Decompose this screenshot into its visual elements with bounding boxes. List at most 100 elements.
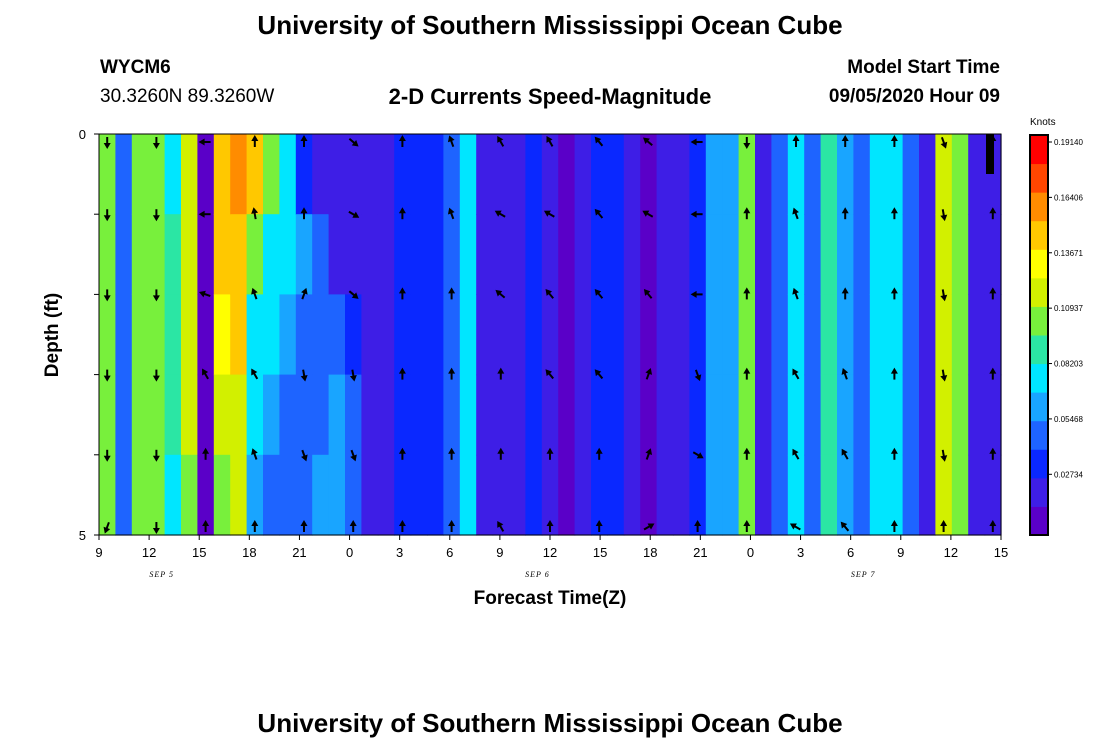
current-arrow <box>152 137 160 149</box>
current-arrow <box>350 449 357 462</box>
x-tick-label: 12 <box>142 545 156 560</box>
heatmap-cell <box>558 294 576 376</box>
current-arrow <box>841 448 849 460</box>
heatmap-cell <box>541 134 559 215</box>
heatmap-cell <box>246 134 264 215</box>
colorbar-segment <box>1030 420 1048 450</box>
heatmap-cell <box>492 134 510 215</box>
heatmap-cell <box>656 294 674 376</box>
heatmap-cell <box>345 294 362 376</box>
heatmap-cell <box>115 374 133 456</box>
heatmap-cell <box>886 374 904 456</box>
heatmap-cell <box>115 454 133 536</box>
current-arrow <box>989 447 997 460</box>
x-tick-label: 3 <box>396 545 403 560</box>
x-tick-label: 15 <box>593 545 607 560</box>
current-arrow <box>940 136 948 149</box>
heatmap-cell <box>197 294 215 376</box>
current-arrow <box>301 449 308 462</box>
heatmap-cell <box>246 294 264 376</box>
heatmap-cell <box>853 294 871 376</box>
heatmap-cell <box>509 374 526 456</box>
heatmap-cell <box>705 214 723 295</box>
current-arrow <box>989 207 997 220</box>
current-arrow <box>546 135 554 147</box>
station-coordinates: 30.3260N 89.3260W <box>100 86 275 107</box>
heatmap-cell <box>99 214 116 295</box>
heatmap-cell <box>131 374 149 456</box>
date-label: SEP 5 <box>149 570 174 579</box>
current-arrow <box>251 135 259 147</box>
current-arrow <box>940 520 948 532</box>
colorbar-segment <box>1030 277 1048 307</box>
heatmap-cell <box>673 294 690 376</box>
heatmap-cell <box>902 294 920 376</box>
heatmap-cell <box>853 374 871 456</box>
heatmap-cell <box>935 294 953 376</box>
missing-data-mark <box>986 134 994 174</box>
heatmap-cell <box>951 374 969 456</box>
colorbar-tick-label: 0.05468 <box>1054 415 1083 424</box>
heatmap-cell <box>902 374 920 456</box>
current-arrow <box>300 207 308 220</box>
current-arrow <box>792 368 800 380</box>
heatmap-cell <box>787 374 805 456</box>
heatmap-cell <box>377 214 395 295</box>
heatmap-cell <box>377 294 395 376</box>
heatmap-cell <box>722 214 740 295</box>
heatmap-cell <box>492 374 510 456</box>
current-arrow <box>300 135 308 147</box>
heatmap-cell <box>935 214 953 295</box>
heatmap-cell <box>115 214 133 295</box>
current-arrow <box>448 520 456 532</box>
x-tick-label: 3 <box>797 545 804 560</box>
heatmap-cell <box>131 294 149 376</box>
colorbar-segment <box>1030 392 1048 422</box>
heatmap-cell <box>459 454 477 536</box>
x-tick-label: 6 <box>847 545 854 560</box>
heatmap-cell <box>459 374 477 456</box>
colorbar-segment <box>1030 449 1048 479</box>
heatmap-cell <box>886 454 904 536</box>
current-arrow <box>448 367 456 380</box>
heatmap-cell <box>164 294 182 376</box>
heatmap-cell <box>820 214 838 295</box>
current-arrow <box>743 137 751 149</box>
heatmap-cell <box>837 374 854 456</box>
current-arrow <box>545 289 554 299</box>
heatmap-cell <box>689 454 707 536</box>
x-tick-label: 15 <box>192 545 206 560</box>
heatmap-cell <box>558 454 576 536</box>
current-arrow <box>940 369 948 382</box>
heatmap-cell <box>607 294 625 376</box>
date-label: SEP 7 <box>851 570 876 579</box>
current-arrow <box>840 521 850 532</box>
current-arrow <box>497 135 505 147</box>
heatmap-cell <box>574 214 592 295</box>
current-arrow <box>594 289 604 299</box>
date-label: SEP 6 <box>525 570 550 579</box>
heatmap-cell <box>968 214 986 295</box>
current-arrow <box>841 368 849 380</box>
heatmap-cell <box>804 374 822 456</box>
current-arrow <box>594 136 604 147</box>
colorbar-tick-label: 0.19140 <box>1054 138 1083 147</box>
heatmap-cell <box>607 374 625 456</box>
heatmap-cell <box>919 374 936 456</box>
heatmap-cell <box>656 454 674 536</box>
heatmap-cell <box>541 294 559 376</box>
y-tick-label: 0 <box>79 127 86 142</box>
heatmap-cell <box>591 294 608 376</box>
current-arrow <box>989 287 997 300</box>
heatmap-cell <box>328 214 346 295</box>
heatmap-cell <box>345 374 362 456</box>
heatmap-cell <box>99 454 116 536</box>
current-arrow <box>792 207 799 220</box>
colorbar-tick-label: 0.08203 <box>1054 360 1083 369</box>
current-arrow <box>792 448 800 460</box>
heatmap-cell <box>525 454 543 536</box>
heatmap-cell <box>509 294 526 376</box>
heatmap-cell <box>459 294 477 376</box>
current-arrow <box>198 138 211 146</box>
